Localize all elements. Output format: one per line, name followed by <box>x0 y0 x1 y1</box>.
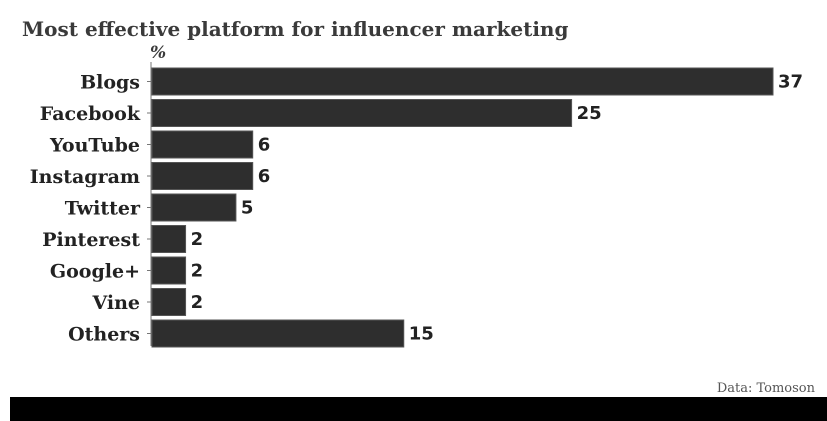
category-label-youtube: YouTube <box>49 135 140 157</box>
bar-blogs <box>151 67 774 96</box>
bar-pinterest <box>151 225 187 253</box>
value-label-facebook: 25 <box>577 103 602 124</box>
value-label-blogs: 37 <box>778 72 803 93</box>
category-label-twitter: Twitter <box>65 198 141 220</box>
category-label-facebook: Facebook <box>40 103 141 125</box>
bar-instagram <box>151 162 254 190</box>
value-label-twitter: 5 <box>241 198 254 219</box>
category-label-others: Others <box>68 324 140 346</box>
bar-others <box>151 319 405 348</box>
value-label-youtube: 6 <box>258 135 271 156</box>
bar-facebook <box>151 99 573 127</box>
bar-twitter <box>151 193 237 222</box>
category-label-google: Google+ <box>50 261 140 283</box>
value-label-instagram: 6 <box>258 166 271 187</box>
category-label-blogs: Blogs <box>80 72 140 94</box>
value-label-others: 15 <box>409 324 434 345</box>
value-label-vine: 2 <box>191 292 204 313</box>
bar-youtube <box>151 130 254 159</box>
chart-title: Most effective platform for influencer m… <box>22 17 568 41</box>
source-note: Data: Tomoson <box>717 381 816 396</box>
category-label-pinterest: Pinterest <box>42 229 140 251</box>
value-label-google: 2 <box>191 261 204 282</box>
bar-vine <box>151 288 187 316</box>
category-label-instagram: Instagram <box>30 166 140 188</box>
unit-label: % <box>150 43 166 63</box>
category-label-vine: Vine <box>91 292 140 314</box>
bar-google <box>151 256 187 285</box>
value-label-pinterest: 2 <box>191 229 204 250</box>
bottom-black-bar <box>10 397 827 421</box>
